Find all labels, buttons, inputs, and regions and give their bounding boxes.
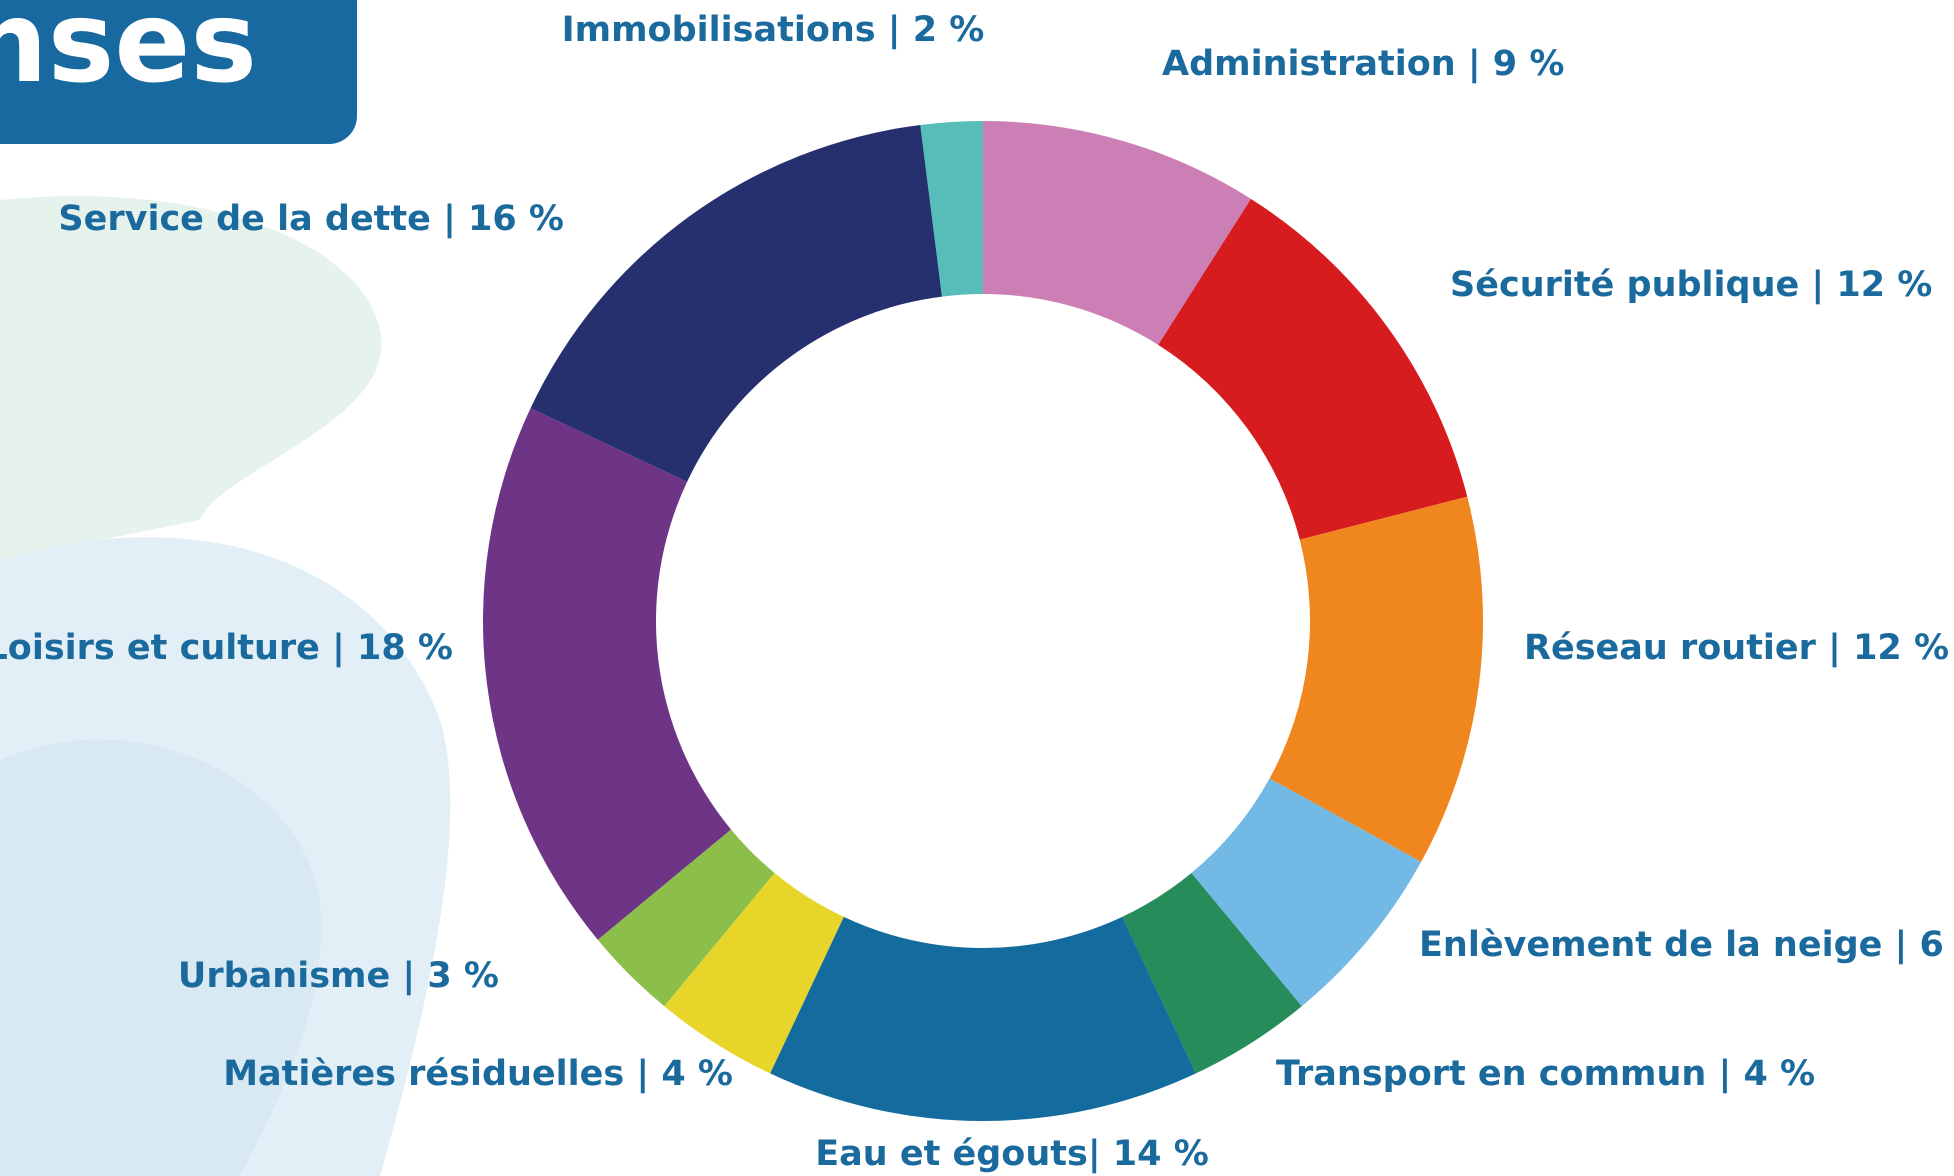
slice-label: Immobilisations | 2 % [562,10,985,50]
donut-slice [770,917,1196,1121]
chart: enses Administration | 9 % Sécurité publi… [0,0,1954,1176]
slice-label: Transport en commun | 4 % [1276,1054,1815,1094]
slice-label: Réseau routier | 12 % [1524,628,1949,668]
slice-label: Matières résiduelles | 4 % [223,1054,733,1094]
slice-label: Sécurité publique | 12 % [1450,265,1932,305]
donut-slice [483,408,731,940]
slice-label: Urbanisme | 3 % [178,956,499,996]
chart-title: enses [0,0,257,108]
slice-label: Administration | 9 % [1162,44,1564,84]
slice-label: Service de la dette | 16 % [58,199,564,239]
background-decoration [0,196,450,1176]
slice-label: Eau et égouts| 14 % [815,1134,1209,1174]
slice-label: Loisirs et culture | 18 % [0,628,453,668]
slice-label: Enlèvement de la neige | 6 % [1419,925,1954,965]
donut-slice [531,125,942,482]
